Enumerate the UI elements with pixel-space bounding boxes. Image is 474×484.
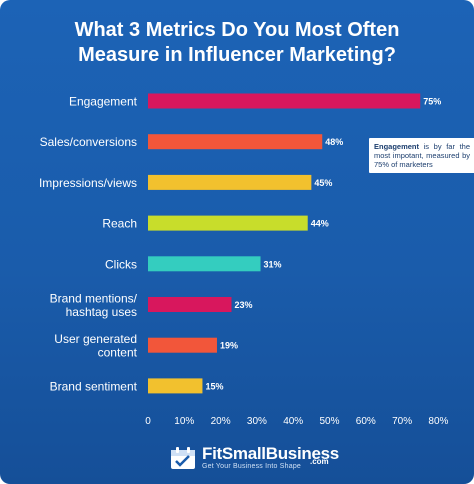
category-label: content <box>98 345 138 359</box>
x-tick-label: 70% <box>392 416 412 427</box>
x-tick-label: 30% <box>247 416 267 427</box>
chart-title-line-1: What 3 Metrics Do You Most Often <box>74 19 400 41</box>
bar-chart: 75% Engagement 48% Sales/conversions 45% Impr… <box>39 93 448 427</box>
category-label: Brand sentiment <box>50 379 138 393</box>
bar-value-label: 44% <box>311 219 329 229</box>
bar <box>148 297 232 312</box>
callout-text: is by far the most impotant, measured by… <box>374 142 470 169</box>
bar <box>148 256 261 272</box>
logo-name: FitSmallBusiness <box>202 444 339 463</box>
x-tick-label: 0 <box>145 416 151 427</box>
bar-value-label: 75% <box>423 97 441 107</box>
x-tick-label: 40% <box>283 416 303 427</box>
bar <box>148 174 312 190</box>
calendar-logo-icon <box>171 447 195 469</box>
category-label: Reach <box>102 217 137 231</box>
category-label: User generated <box>54 332 137 346</box>
logo-tagline: Get Your Business Into Shape <box>202 463 301 470</box>
category-label: Impressions/views <box>39 176 137 190</box>
x-tick-label: 20% <box>211 416 231 427</box>
engagement-callout: Engagement is by far the most impotant, … <box>369 138 474 173</box>
x-tick-label: 80% <box>428 416 448 427</box>
bar-value-label: 15% <box>205 381 223 391</box>
callout-bold-text: Engagement <box>374 142 420 151</box>
x-tick-label: 60% <box>356 416 376 427</box>
bar-value-label: 31% <box>264 259 282 269</box>
bar-value-label: 48% <box>325 137 343 147</box>
fitsmallbusiness-logo: FitSmallBusiness .com Get Your Business … <box>170 444 370 474</box>
logo-dotcom: .com <box>310 457 329 466</box>
bar-value-label: 45% <box>314 178 332 188</box>
bar <box>148 378 203 394</box>
category-label: hashtag uses <box>66 305 137 319</box>
bar <box>148 93 421 109</box>
category-label: Brand mentions/ <box>50 291 138 305</box>
bar <box>148 337 217 353</box>
bar <box>148 134 323 150</box>
chart-title: What 3 Metrics Do You Most Often Measure… <box>0 18 474 68</box>
category-label: Sales/conversions <box>40 135 137 149</box>
bar <box>148 215 308 231</box>
x-tick-label: 50% <box>319 416 339 427</box>
bar-value-label: 23% <box>234 300 252 310</box>
bar-value-label: 19% <box>220 341 238 351</box>
chart-title-line-2: Measure in Influencer Marketing? <box>78 44 396 66</box>
category-label: Engagement <box>69 95 138 109</box>
x-tick-label: 10% <box>174 416 194 427</box>
category-label: Clicks <box>105 257 137 271</box>
